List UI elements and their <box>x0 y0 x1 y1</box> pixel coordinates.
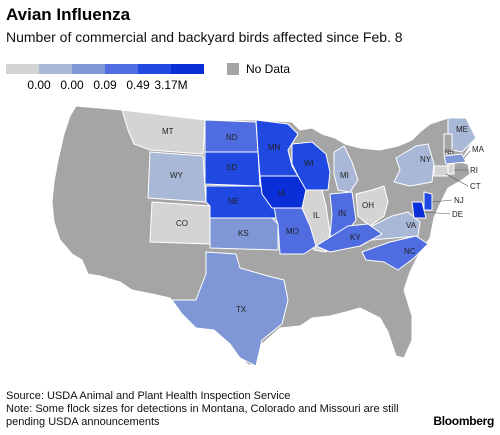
state-va <box>371 211 421 241</box>
chart-subtitle: Number of commercial and backyard birds … <box>6 29 403 45</box>
label-wi: WI <box>304 159 314 168</box>
label-mi: MI <box>340 171 349 180</box>
state-nc <box>361 235 429 271</box>
legend-swatch-4 <box>105 64 138 74</box>
label-sd: SD <box>226 163 237 172</box>
label-ma: MA <box>472 145 485 154</box>
state-nh <box>443 133 453 155</box>
legend-swatch-1 <box>6 64 39 74</box>
label-mt: MT <box>162 127 174 136</box>
label-mo: MO <box>286 227 299 236</box>
label-ky: KY <box>350 233 361 242</box>
label-ne: NE <box>228 197 239 206</box>
legend: 0.00 0.00 0.09 0.49 3.17M No Data <box>6 62 496 94</box>
legend-swatch-5 <box>138 64 171 74</box>
callout-ct <box>445 173 469 187</box>
label-nc: NC <box>404 247 416 256</box>
chart-title: Avian Influenza <box>6 5 131 24</box>
legend-swatch-6 <box>171 64 204 74</box>
state-ma <box>443 153 467 165</box>
label-nd: ND <box>226 133 238 142</box>
state-ny <box>393 143 435 187</box>
label-nj: NJ <box>454 196 464 205</box>
legend-no-data-swatch <box>227 63 239 75</box>
callout-ma <box>463 150 471 159</box>
state-tx <box>171 251 289 367</box>
state-ia <box>259 175 307 209</box>
label-in: IN <box>338 209 346 218</box>
label-va: VA <box>406 221 417 230</box>
legend-no-data-label: No Data <box>246 62 291 76</box>
label-nh: NH <box>445 150 454 156</box>
callout-nj <box>431 199 453 203</box>
legend-label-2: 0.00 <box>60 78 84 92</box>
state-nj <box>423 191 433 211</box>
footer: Source: USDA Animal and Plant Health Ins… <box>6 390 399 429</box>
callout-de <box>423 211 451 215</box>
legend-label-1: 0.00 <box>27 78 51 92</box>
label-wy: WY <box>170 171 184 180</box>
state-mo <box>271 207 317 255</box>
legend-swatch-2 <box>39 64 72 74</box>
legend-label-5: 3.17M <box>154 78 188 92</box>
label-il: IL <box>313 211 320 220</box>
label-me: ME <box>456 125 468 134</box>
legend-label-3: 0.09 <box>93 78 117 92</box>
legend-swatch-3 <box>72 64 105 74</box>
label-ct: CT <box>470 182 481 191</box>
state-mi <box>333 145 359 193</box>
footer-source: Source: USDA Animal and Plant Health Ins… <box>6 390 291 402</box>
label-ny: NY <box>420 155 432 164</box>
legend-label-4: 0.49 <box>126 78 150 92</box>
state-de <box>411 201 427 219</box>
label-tx: TX <box>236 305 247 314</box>
state-ct <box>433 165 449 177</box>
label-ks: KS <box>238 229 249 238</box>
state-ky <box>315 223 383 253</box>
state-oh <box>355 185 389 227</box>
label-co: CO <box>176 219 188 228</box>
state-ri <box>447 163 455 175</box>
label-ia: IA <box>278 189 286 198</box>
footer-note-line1: Note: Some flock sizes for detections in… <box>6 403 399 415</box>
bloomberg-logo: Bloomberg <box>433 414 494 428</box>
label-mn: MN <box>268 143 281 152</box>
label-ri: RI <box>470 166 478 175</box>
label-oh: OH <box>362 201 374 210</box>
label-de: DE <box>452 210 463 219</box>
state-wi <box>291 141 331 191</box>
footer-note-line2: pending USDA announcements <box>6 416 160 428</box>
us-map: MT WY CO ND SD NE KS TX MN IA MO WI IL M… <box>51 105 485 367</box>
